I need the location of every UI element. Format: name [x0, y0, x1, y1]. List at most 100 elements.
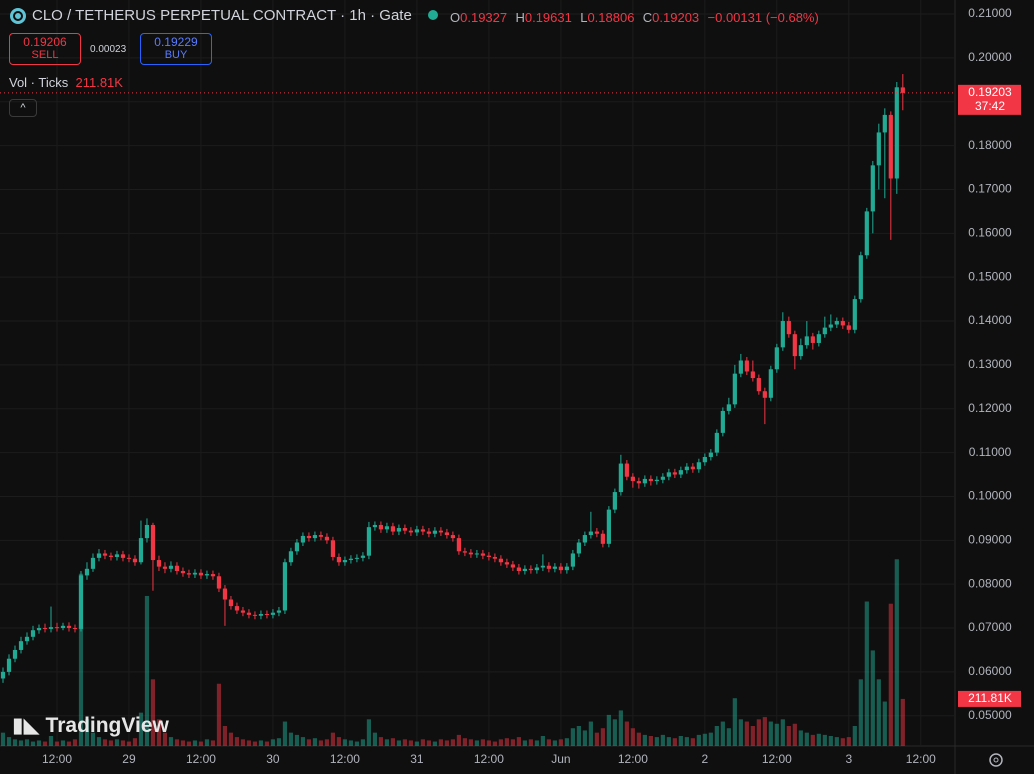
settings-icon[interactable]	[989, 753, 1003, 767]
candle-body	[102, 553, 108, 556]
volume-bar	[894, 559, 899, 746]
y-tick-label: 0.20000	[968, 50, 1012, 64]
volume-bar	[498, 739, 503, 746]
candle-body	[786, 321, 791, 335]
candle-body	[840, 321, 845, 326]
volume-bar	[666, 737, 671, 746]
volume-bar	[198, 741, 204, 746]
candle-body	[810, 336, 815, 343]
y-tick-label: 0.13000	[968, 357, 1012, 371]
candle-body	[132, 558, 138, 563]
candle-body	[0, 671, 6, 679]
candle-body	[570, 553, 575, 567]
y-tick-label: 0.14000	[968, 313, 1012, 327]
candle-body	[780, 321, 785, 348]
candle-body	[24, 636, 30, 642]
volume-bar	[552, 740, 557, 746]
volume-bar	[360, 739, 366, 746]
volume-bar	[228, 732, 234, 746]
volume-bar	[138, 712, 144, 746]
volume-bar	[318, 740, 324, 746]
candle-body	[342, 560, 348, 563]
volume-bar	[276, 738, 282, 746]
y-tick-label: 0.12000	[968, 401, 1012, 415]
candle-body	[30, 630, 36, 637]
candle-body	[366, 527, 372, 556]
candle-body	[690, 466, 695, 470]
candle-body	[516, 567, 521, 572]
candle-body	[48, 627, 54, 629]
volume-bar	[444, 740, 450, 746]
volume-bar	[504, 738, 509, 746]
candle-body	[798, 345, 803, 357]
candle-body	[204, 574, 210, 576]
candle-body	[96, 553, 102, 558]
volume-title: Vol · Ticks	[9, 75, 69, 90]
countdown: 37:42	[975, 99, 1005, 113]
ohlc-key: L	[580, 10, 588, 25]
watermark: ▮◣ TradingView	[12, 714, 169, 737]
candle-body	[510, 564, 515, 568]
ohlc-value: 0.19327	[460, 10, 508, 25]
candle-body	[726, 404, 731, 411]
volume-bar	[0, 732, 6, 746]
volume-bar	[456, 734, 462, 746]
volume-bar	[372, 732, 378, 746]
x-tick-label: Jun	[551, 752, 570, 766]
candle-body	[492, 556, 497, 559]
volume-bar	[258, 740, 264, 746]
candle-body	[318, 535, 324, 537]
volume-bar	[840, 738, 845, 746]
volume-bar	[168, 737, 174, 746]
buy-button[interactable]: 0.19229 BUY	[140, 33, 212, 65]
candle-body	[228, 599, 234, 607]
volume-bar	[324, 739, 330, 746]
volume-bar	[708, 732, 713, 746]
volume-bar	[798, 730, 803, 746]
volume-bar	[714, 725, 719, 746]
ohlc-value: 0.19203	[652, 10, 700, 25]
ohlc-value: 0.19631	[524, 10, 572, 25]
candle-body	[324, 536, 330, 541]
candle-body	[384, 526, 390, 530]
candle-body	[522, 568, 527, 572]
ohlc-legend: O0.19327 H0.19631 L0.18806 C0.19203 −0.0…	[450, 9, 819, 26]
volume-bar	[618, 710, 623, 746]
volume-bar	[684, 737, 689, 746]
volume-bar	[264, 741, 270, 746]
candle-body	[426, 531, 432, 534]
volume-bar	[810, 734, 815, 746]
volume-bar	[24, 739, 30, 746]
collapse-button[interactable]: ^	[9, 99, 37, 117]
candle-body	[618, 463, 623, 493]
volume-bar	[336, 737, 342, 746]
volume-bar	[726, 728, 731, 746]
candle-body	[288, 551, 294, 563]
candle-body	[42, 628, 48, 630]
volume-bar	[6, 737, 12, 746]
candle-body	[564, 566, 569, 571]
candle-body	[192, 572, 198, 575]
buy-label: BUY	[164, 49, 188, 61]
candle-body	[66, 625, 72, 629]
y-tick-label: 0.10000	[968, 489, 1012, 503]
volume-bar	[384, 739, 390, 746]
candle-body	[888, 114, 893, 179]
volume-bar	[828, 735, 833, 746]
candle-body	[834, 321, 839, 325]
volume-bar	[678, 735, 683, 746]
candle-body	[852, 299, 857, 330]
y-tick-label: 0.09000	[968, 532, 1012, 546]
volume-bar	[720, 721, 725, 746]
candle-body	[360, 555, 366, 558]
volume-bar	[624, 721, 629, 746]
sell-button[interactable]: 0.19206 SELL	[9, 33, 81, 65]
volume-bar	[876, 679, 881, 746]
candle-body	[498, 558, 503, 563]
candle-body	[6, 658, 12, 672]
volume-bar	[594, 732, 599, 746]
candle-body	[420, 529, 426, 532]
candle-body	[558, 566, 563, 571]
volume-tag-label: 211.81K	[968, 691, 1012, 705]
